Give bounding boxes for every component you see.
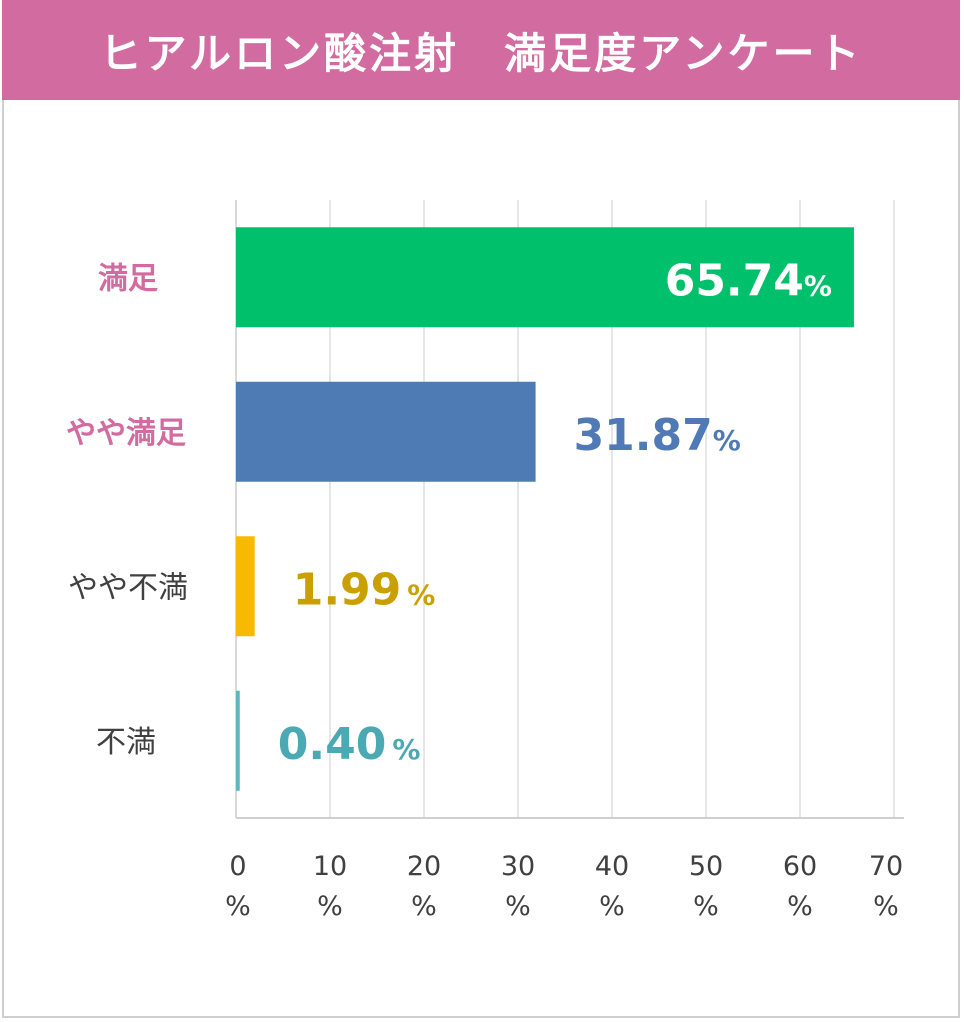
data-label-unit: % — [392, 733, 420, 766]
x-tick-unit: % — [505, 891, 531, 922]
x-tick-unit: % — [693, 891, 719, 922]
category-label: 満足 — [98, 261, 158, 296]
data-label: 0.40% — [278, 719, 421, 770]
chart-title: ヒアルロン酸注射 満足度アンケート — [2, 0, 960, 100]
x-tick-unit: % — [317, 891, 343, 922]
bar-1 — [236, 227, 854, 328]
data-label-value: 31.87 — [574, 410, 713, 461]
category-label: やや不満 — [68, 570, 188, 605]
x-tick-label: 70 — [869, 851, 903, 882]
x-tick-unit: % — [411, 891, 437, 922]
x-tick-label: 0 — [229, 851, 246, 882]
data-label-unit: % — [804, 269, 832, 302]
x-tick-unit: % — [873, 891, 899, 922]
bar-2 — [236, 381, 536, 482]
data-label: 65.74% — [665, 255, 832, 306]
x-tick-label: 60 — [783, 851, 817, 882]
data-label-unit: % — [713, 424, 741, 457]
category-label: 不満 — [96, 725, 156, 760]
data-label-unit: % — [407, 578, 435, 611]
data-label: 31.87% — [574, 410, 741, 461]
x-tick-label: 30 — [501, 851, 535, 882]
x-tick-label: 20 — [407, 851, 441, 882]
x-tick-unit: % — [599, 891, 625, 922]
data-label: 1.99% — [293, 564, 436, 615]
x-tick-label: 50 — [689, 851, 723, 882]
x-tick-unit: % — [225, 891, 251, 922]
x-tick-unit: % — [787, 891, 813, 922]
data-label-value: 1.99 — [293, 564, 402, 615]
bar-3 — [236, 536, 255, 637]
category-label: やや満足 — [66, 416, 186, 451]
x-tick-label: 40 — [595, 851, 629, 882]
bar-4 — [236, 690, 240, 791]
data-label-value: 65.74 — [665, 255, 804, 306]
data-label-value: 0.40 — [278, 719, 387, 770]
x-tick-label: 10 — [313, 851, 347, 882]
